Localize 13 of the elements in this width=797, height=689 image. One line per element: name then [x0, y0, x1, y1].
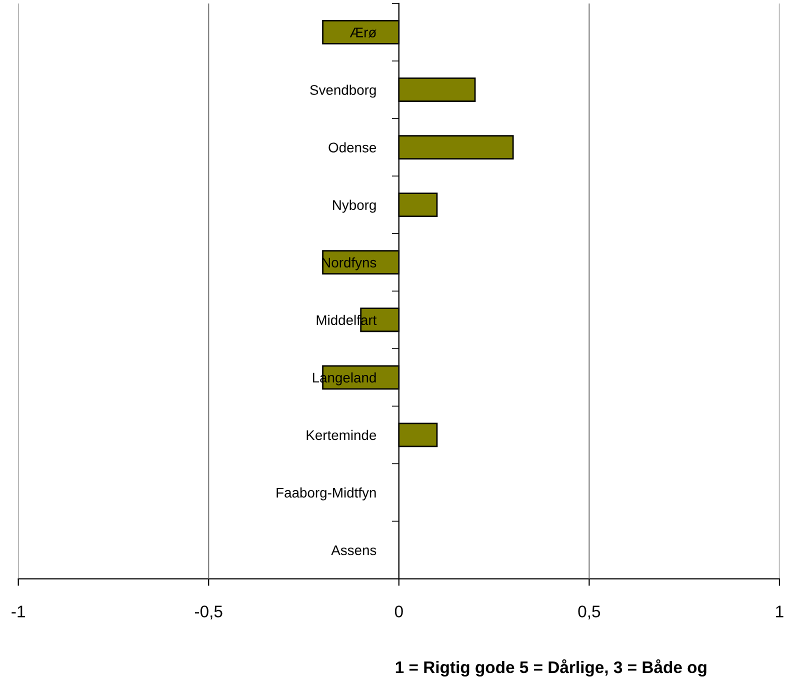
x-tick-label: -0,5 — [194, 606, 222, 620]
y-tick-label: Odense — [328, 142, 376, 152]
y-tick-label: Faaborg-Midtfyn — [276, 487, 376, 500]
y-tick-label: Ærø — [350, 28, 376, 38]
x-tick-label: 1 — [776, 606, 784, 618]
x-tick-label: 0,5 — [578, 606, 600, 620]
y-tick-label: Svendborg — [310, 84, 376, 98]
x-tick-label: 0 — [394, 606, 403, 618]
y-tick-label: Kerteminde — [306, 430, 376, 440]
x-tick-label: -1 — [12, 606, 25, 618]
y-tick-label: Assens — [331, 545, 376, 556]
x-axis-title: 1 = Rigtig gode 5 = Dårlige, 3 = Både og — [396, 659, 706, 677]
y-tick-label: Nyborg — [333, 200, 376, 213]
